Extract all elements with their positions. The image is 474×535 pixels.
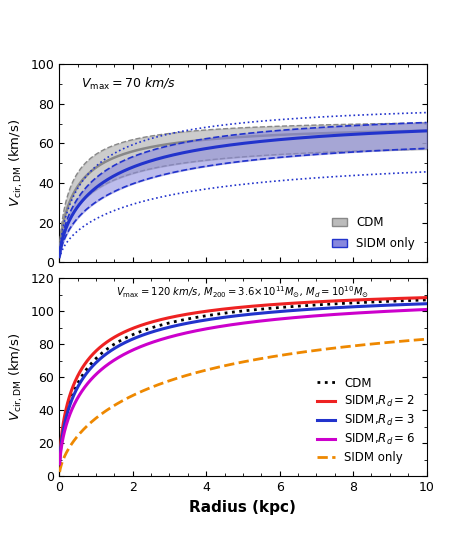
CDM <box>302 302 308 309</box>
Line: SIDM,$R_d=6$: SIDM,$R_d=6$ <box>60 309 427 464</box>
Text: $V_{\rm max}=70$ km/s: $V_{\rm max}=70$ km/s <box>82 76 176 92</box>
SIDM,$R_d=3$ <box>424 301 429 307</box>
SIDM,$R_d=2$ <box>424 294 429 301</box>
SIDM,$R_d=3$ <box>122 340 128 346</box>
SIDM only <box>273 353 279 360</box>
SIDM,$R_d=6$ <box>57 461 63 467</box>
SIDM,$R_d=6$ <box>151 339 157 345</box>
CDM <box>333 301 339 307</box>
SIDM,$R_d=3$ <box>333 304 339 311</box>
Line: SIDM,$R_d=2$: SIDM,$R_d=2$ <box>60 297 427 460</box>
CDM <box>273 304 279 311</box>
Y-axis label: $V_{\mathrm{cir,DM}}$ (km/s): $V_{\mathrm{cir,DM}}$ (km/s) <box>8 333 25 421</box>
SIDM,$R_d=6$ <box>302 314 308 320</box>
Line: CDM: CDM <box>60 300 427 461</box>
SIDM,$R_d=2$ <box>151 318 157 325</box>
SIDM only <box>122 396 128 403</box>
SIDM,$R_d=6$ <box>122 351 128 357</box>
CDM <box>223 310 228 316</box>
SIDM,$R_d=6$ <box>223 323 228 329</box>
Legend: CDM, SIDM only: CDM, SIDM only <box>327 210 421 256</box>
SIDM only <box>302 349 308 355</box>
SIDM only <box>223 362 228 369</box>
Y-axis label: $V_{\mathrm{cir,DM}}$ (km/s): $V_{\mathrm{cir,DM}}$ (km/s) <box>8 119 25 207</box>
SIDM only <box>424 336 429 342</box>
SIDM only <box>57 469 63 475</box>
SIDM,$R_d=3$ <box>223 314 228 320</box>
Line: SIDM only: SIDM only <box>60 339 427 472</box>
SIDM,$R_d=2$ <box>122 328 128 335</box>
CDM <box>424 297 429 303</box>
SIDM,$R_d=2$ <box>223 305 228 312</box>
CDM <box>151 324 157 330</box>
SIDM only <box>151 383 157 389</box>
SIDM,$R_d=2$ <box>57 456 63 463</box>
SIDM,$R_d=6$ <box>273 316 279 323</box>
Legend: CDM, SIDM,$R_d=2$, SIDM,$R_d=3$, SIDM,$R_d=6$, SIDM only: CDM, SIDM,$R_d=2$, SIDM,$R_d=3$, SIDM,$R… <box>311 371 421 470</box>
Text: $V_{\rm max}=120$ km/s, $M_{200}=3.6{\times}10^{11}M_{\odot}$, $M_d=10^{10}M_{\o: $V_{\rm max}=120$ km/s, $M_{200}=3.6{\ti… <box>117 284 369 300</box>
SIDM,$R_d=6$ <box>424 306 429 312</box>
X-axis label: Radius (kpc): Radius (kpc) <box>190 500 296 515</box>
SIDM,$R_d=3$ <box>151 328 157 334</box>
CDM <box>122 335 128 342</box>
SIDM,$R_d=2$ <box>273 301 279 308</box>
SIDM,$R_d=3$ <box>302 307 308 313</box>
SIDM,$R_d=6$ <box>333 311 339 318</box>
SIDM,$R_d=3$ <box>57 458 63 465</box>
CDM <box>57 458 63 464</box>
SIDM only <box>333 345 339 351</box>
SIDM,$R_d=3$ <box>273 309 279 315</box>
Line: SIDM,$R_d=3$: SIDM,$R_d=3$ <box>60 304 427 462</box>
SIDM,$R_d=2$ <box>302 299 308 305</box>
SIDM,$R_d=2$ <box>333 297 339 304</box>
